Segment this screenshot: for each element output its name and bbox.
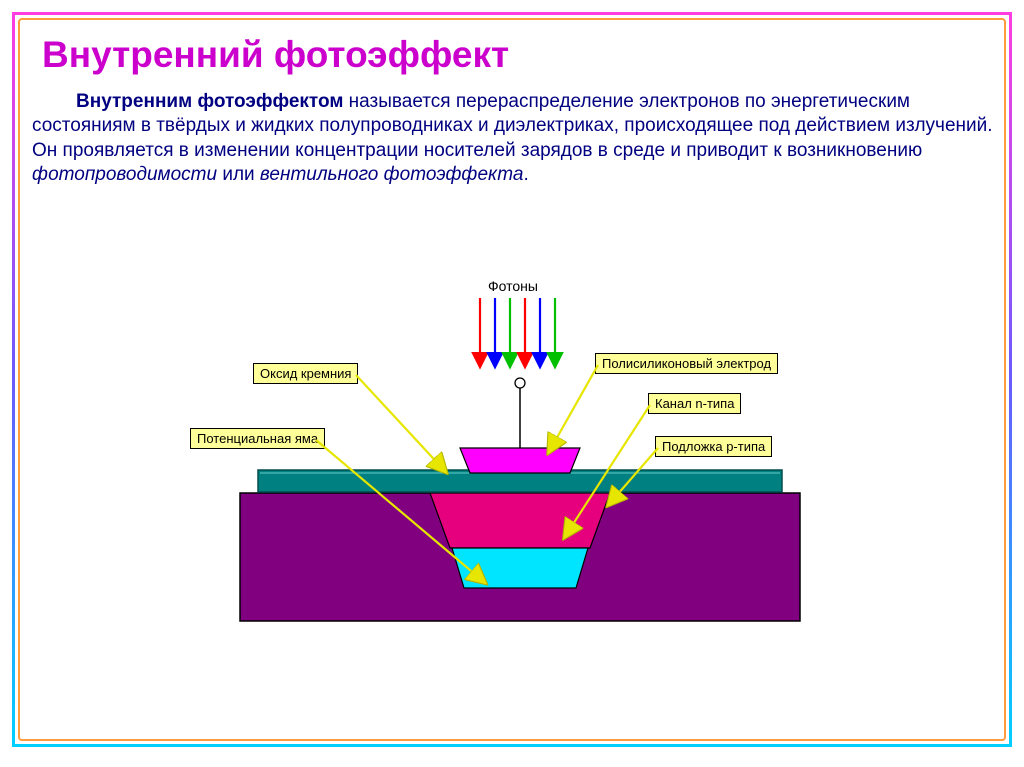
definition-paragraph: Внутренним фотоэффектом называется перер… bbox=[32, 90, 994, 187]
para-mid: или bbox=[217, 164, 260, 185]
lead-term: Внутренним фотоэффектом bbox=[76, 91, 343, 112]
photons-label: Фотоны bbox=[488, 278, 538, 294]
ccd-diagram: Фотоны Оксид кремния Потенциальная яма П… bbox=[170, 298, 870, 728]
slide-title: Внутренний фотоэффект bbox=[42, 34, 1000, 76]
para-tail: . bbox=[523, 164, 528, 185]
para-ital2: вентильного фотоэффекта bbox=[260, 164, 524, 185]
para-ital1: фотопроводимости bbox=[32, 164, 217, 185]
ccd-cross-section bbox=[170, 298, 870, 728]
slide-content: Внутренний фотоэффект Внутренним фотоэфф… bbox=[30, 28, 1000, 737]
